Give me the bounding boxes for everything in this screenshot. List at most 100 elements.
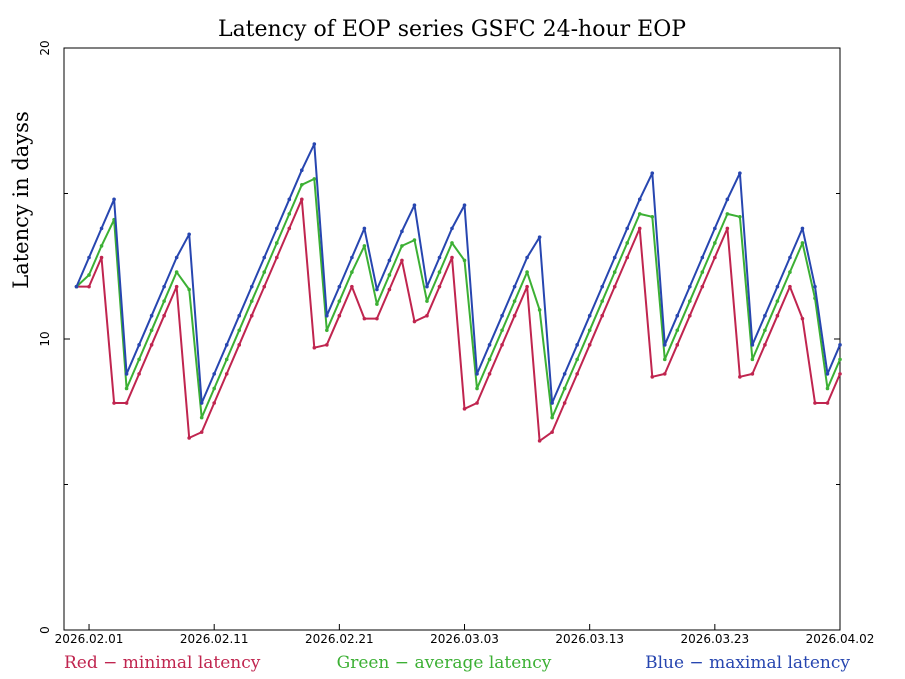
data-point bbox=[550, 401, 554, 405]
data-point bbox=[199, 401, 204, 405]
data-point bbox=[763, 343, 767, 347]
data-point bbox=[725, 226, 730, 231]
data-point bbox=[838, 343, 842, 347]
data-point bbox=[612, 255, 617, 260]
data-point bbox=[325, 343, 329, 347]
data-point bbox=[788, 255, 792, 260]
data-point bbox=[587, 313, 592, 318]
data-point bbox=[124, 386, 129, 391]
x-tick-label: 2026.02.21 bbox=[305, 632, 374, 646]
data-point bbox=[300, 182, 304, 187]
series-avg bbox=[74, 177, 842, 420]
x-tick-label: 2026.04.02 bbox=[806, 632, 875, 646]
data-point bbox=[775, 284, 780, 289]
data-point bbox=[412, 238, 417, 242]
data-point bbox=[600, 299, 604, 303]
data-point bbox=[662, 343, 667, 347]
data-point bbox=[512, 299, 517, 303]
data-point bbox=[537, 439, 542, 443]
data-point bbox=[212, 386, 216, 391]
data-point bbox=[775, 313, 780, 318]
data-point bbox=[512, 284, 517, 289]
data-point bbox=[637, 212, 642, 216]
data-point bbox=[137, 372, 141, 376]
data-point bbox=[274, 241, 279, 245]
data-point bbox=[688, 313, 692, 318]
data-point bbox=[237, 343, 242, 347]
y-tick-label: 0 bbox=[38, 626, 52, 634]
data-point bbox=[325, 313, 329, 318]
data-point bbox=[575, 343, 579, 347]
data-point bbox=[262, 270, 267, 274]
data-point bbox=[637, 197, 642, 202]
data-point bbox=[475, 401, 479, 405]
data-point bbox=[525, 284, 529, 289]
data-point bbox=[237, 313, 242, 318]
data-point bbox=[525, 270, 529, 274]
y-tick-label: 10 bbox=[38, 331, 52, 346]
data-point bbox=[350, 255, 354, 260]
data-point bbox=[525, 255, 529, 260]
data-point bbox=[612, 270, 617, 274]
data-point bbox=[838, 357, 842, 362]
data-point bbox=[713, 226, 717, 231]
data-point bbox=[487, 357, 492, 362]
x-tick-label: 2026.03.03 bbox=[430, 632, 499, 646]
data-point bbox=[149, 328, 154, 333]
x-tick-label: 2026.02.01 bbox=[55, 632, 124, 646]
data-point bbox=[412, 203, 417, 207]
data-point bbox=[212, 372, 216, 376]
data-point bbox=[137, 343, 141, 347]
data-point bbox=[462, 407, 467, 411]
data-point bbox=[112, 197, 116, 202]
data-point bbox=[688, 284, 692, 289]
data-point bbox=[425, 313, 429, 318]
y-tick-label: 20 bbox=[38, 40, 52, 55]
y-axis-label: Latency in dayss bbox=[9, 111, 33, 288]
data-point bbox=[625, 226, 630, 231]
data-point bbox=[99, 226, 104, 231]
data-point bbox=[713, 241, 717, 245]
data-point bbox=[212, 401, 216, 405]
data-point bbox=[249, 284, 254, 289]
data-point bbox=[562, 401, 567, 405]
data-point bbox=[550, 430, 554, 434]
data-point bbox=[612, 284, 617, 289]
data-point bbox=[387, 273, 392, 277]
data-point bbox=[738, 375, 742, 379]
data-point bbox=[562, 372, 567, 376]
data-point bbox=[350, 284, 354, 289]
data-point bbox=[312, 142, 317, 146]
data-point bbox=[450, 241, 454, 245]
data-point bbox=[262, 284, 267, 289]
data-point bbox=[825, 401, 830, 405]
data-point bbox=[325, 328, 329, 333]
data-point bbox=[675, 313, 680, 318]
data-point bbox=[425, 299, 429, 303]
data-point bbox=[487, 343, 492, 347]
data-point bbox=[487, 372, 492, 376]
data-point bbox=[224, 372, 229, 376]
data-point bbox=[162, 299, 166, 303]
data-point bbox=[713, 255, 717, 260]
data-point bbox=[587, 328, 592, 333]
data-point bbox=[87, 273, 91, 277]
data-point bbox=[337, 299, 342, 303]
data-point bbox=[312, 177, 317, 181]
data-point bbox=[775, 299, 780, 303]
legend: Red − minimal latency Green − average lat… bbox=[64, 653, 850, 673]
data-point bbox=[287, 212, 292, 216]
data-point bbox=[625, 241, 630, 245]
series-line bbox=[75, 177, 841, 419]
data-point bbox=[562, 386, 567, 391]
data-point bbox=[450, 226, 454, 231]
data-point bbox=[550, 415, 554, 420]
x-tick-label: 2026.02.11 bbox=[180, 632, 249, 646]
data-point bbox=[825, 386, 830, 391]
data-point bbox=[375, 302, 379, 306]
data-point bbox=[87, 284, 91, 289]
data-point bbox=[99, 244, 104, 248]
data-point bbox=[124, 372, 129, 376]
data-point bbox=[199, 415, 204, 420]
data-point bbox=[249, 299, 254, 303]
